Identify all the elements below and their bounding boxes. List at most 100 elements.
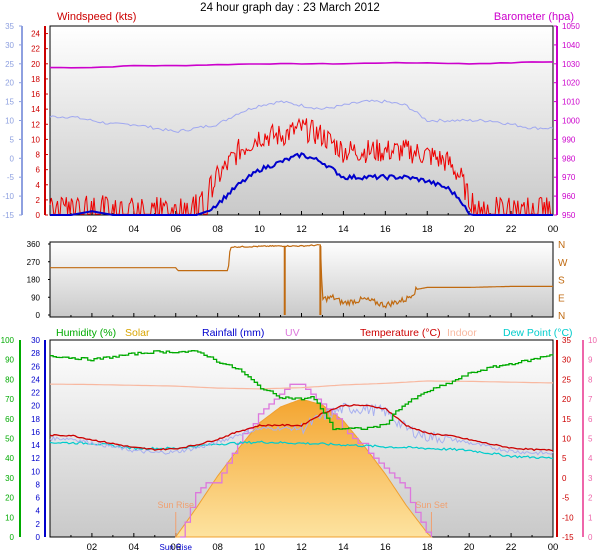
rainfall-tick-label: 4 [36,507,41,516]
apparent-temperature-line [49,402,554,456]
windspeed-tick-label: 8 [36,151,41,160]
temperature-tick-label: -15 [562,533,574,542]
direction-tick-label: 180 [27,276,41,285]
temperature-tick-label: -5 [562,494,570,503]
direction-tick-label: 270 [27,258,41,267]
axes-layer [19,25,584,537]
rainfall-tick-label: 16 [31,428,40,437]
time-tick-label-wind: 22 [506,224,517,235]
rainfall-tick-label: 26 [31,362,40,371]
windspeed-axis-label: Windspeed (kts) [57,11,136,23]
uv-tick-label: 8 [588,375,593,384]
time-tick-label-wind: 00 [548,224,559,235]
legend-uv: UV [285,327,300,339]
time-tick-label-wind: 06 [170,224,181,235]
outer-left-tick-label: -5 [7,173,15,182]
legend-humidity: Humidity (%) [56,327,116,339]
windspeed-tick-label: 4 [36,181,41,190]
rainfall-tick-label: 30 [31,336,40,345]
windspeed-tick-label: 24 [31,30,40,39]
barometer-line [49,61,554,69]
windspeed-tick-label: 18 [31,75,40,84]
barometer-tick-label: 1050 [562,22,580,31]
barometer-tick-label: 990 [562,135,576,144]
wind-panel-background [49,25,554,216]
rainfall-tick-label: 18 [31,415,40,424]
outer-left-tick-label: 10 [5,117,14,126]
rainfall-tick-label: 24 [31,375,40,384]
barometer-tick-label: 980 [562,154,576,163]
outer-left-tick-label: 5 [10,135,15,144]
uv-tick-label: 6 [588,415,593,424]
legend-rainfall: Rainfall (mm) [202,327,264,339]
outer-left-tick-label: 0 [10,154,15,163]
wind-direction-line [50,243,553,309]
outer-left-tick-label: -15 [2,211,14,220]
windspeed-tick-label: 10 [31,135,40,144]
graph-title: 24 hour graph day : 23 March 2012 [200,2,380,14]
time-tick-label-wind: 20 [464,224,475,235]
rainfall-tick-label: 20 [31,402,40,411]
humidity-tick-label: 20 [5,494,14,503]
windspeed-tick-label: 2 [36,196,41,205]
uv-tick-label: 3 [588,474,593,483]
uv-tick-label: 4 [588,454,593,463]
compass-tick-label: W [558,258,568,269]
time-tick-label-temp: 06 [170,542,181,553]
time-tick-label-temp: 20 [464,542,475,553]
windspeed-tick-label: 12 [31,120,40,129]
outer-left-tick-label: -10 [2,192,14,201]
direction-tick-label: 360 [27,240,41,249]
barometer-tick-label: 1020 [562,79,580,88]
sunrise-label: Sun Rise [157,500,194,510]
legend-dew-point: Dew Point (°C) [503,327,573,339]
humidity-tick-label: 80 [5,375,14,384]
compass-tick-label: N [558,311,565,322]
rainfall-tick-label: 12 [31,454,40,463]
rainfall-tick-label: 22 [31,389,40,398]
time-tick-label-temp: 02 [87,542,98,553]
barometer-tick-label: 960 [562,192,576,201]
outer-left-tick-label: 35 [5,22,14,31]
uv-tick-label: 10 [588,336,597,345]
temperature-tick-label: 20 [562,395,571,404]
windspeed-tick-label: 20 [31,60,40,69]
temperature-tick-label: 10 [562,435,571,444]
rainfall-tick-label: 14 [31,441,40,450]
time-tick-label-temp: 22 [506,542,517,553]
temperature-tick-label: 15 [562,415,571,424]
direction-tick-label: 0 [36,311,41,320]
wind-gust-line [49,117,553,215]
humidity-line [50,350,554,431]
time-tick-label-wind: 14 [338,224,349,235]
legend-temperature: Temperature (°C) [360,327,441,339]
rainfall-tick-label: 0 [36,533,41,542]
humidity-tick-label: 60 [5,415,14,424]
windspeed-tick-label: 6 [36,166,41,175]
barometer-tick-label: 950 [562,211,576,220]
temperature-tick-label: 25 [562,375,571,384]
rainfall-tick-label: 2 [36,520,41,529]
time-tick-label-wind: 08 [212,224,223,235]
outer-left-tick-label: 20 [5,79,14,88]
temperature-tick-label: 35 [562,336,571,345]
labels-layer: 0202040406060808101012121414161618182020… [1,22,598,553]
rainfall-tick-label: 10 [31,467,40,476]
time-tick-label-wind: 16 [380,224,391,235]
uv-tick-label: 0 [588,533,593,542]
time-tick-label-temp: 16 [380,542,391,553]
time-tick-label-temp: 14 [338,542,349,553]
humidity-tick-label: 30 [5,474,14,483]
time-tick-label-temp: 10 [254,542,265,553]
temperature-tick-label: 0 [562,474,567,483]
time-tick-label-temp: 08 [212,542,223,553]
sunset-label: Sun Set [415,500,448,510]
indoor-temperature-line [49,380,553,390]
series-layer [49,61,554,538]
humidity-tick-label: 70 [5,395,14,404]
legend-solar: Solar [125,327,150,339]
sunrise-tick-label: Sun Rise [160,543,193,552]
time-tick-label-wind: 10 [254,224,265,235]
